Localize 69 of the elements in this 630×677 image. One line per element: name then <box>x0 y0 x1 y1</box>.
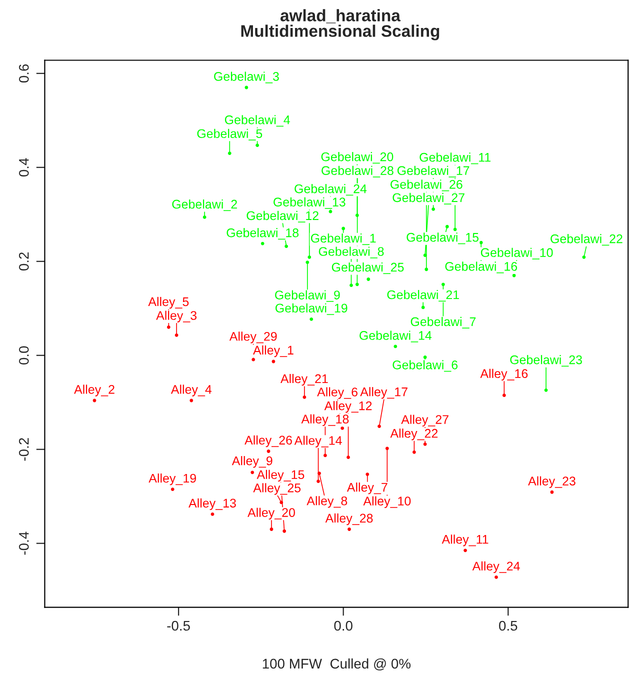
annotation: Gebelawi_16 <box>445 262 518 274</box>
chart-subtitle: Multidimensional Scaling <box>241 24 440 40</box>
annotation: Gebelawi_22 <box>550 234 622 246</box>
annotation: Gebelawi_23 <box>510 355 582 367</box>
annotation: Alley_8 <box>306 496 348 508</box>
annotation: Gebelawi_20 <box>321 152 394 164</box>
annotation: Gebelawi_24 <box>294 184 367 196</box>
annotation: Alley_22 <box>390 428 438 440</box>
annotation: Gebelawi_8 <box>318 246 384 258</box>
annotation: Gebelawi_12 <box>246 210 318 222</box>
annotation: Alley_27 <box>401 414 448 426</box>
annotation: Alley_11 <box>442 534 488 546</box>
annotation: Alley_13 <box>188 498 236 510</box>
y-tick-label: 0.2 <box>18 252 29 270</box>
annotation: Gebelawi_6 <box>392 360 458 372</box>
chart-title: awlad_haratina <box>280 9 401 24</box>
annotation: Alley_17 <box>360 387 408 399</box>
annotation: Alley_19 <box>148 473 196 486</box>
annotation: Alley_15 <box>256 470 304 482</box>
annotation: Gebelawi_15 <box>406 232 479 244</box>
annotation: Alley_9 <box>232 456 272 468</box>
annotation: Alley_24 <box>472 561 520 574</box>
annotation: Gebelawi_26 <box>390 180 462 192</box>
annotation: Alley_18 <box>301 414 349 426</box>
annotation: Alley_14 <box>294 436 342 448</box>
annotation: Alley_5 <box>148 296 189 309</box>
annotation: Alley_26 <box>244 435 292 448</box>
annotation: Alley_12 <box>324 401 372 413</box>
annotation: Gebelawi_14 <box>360 330 432 342</box>
annotation: Alley_7 <box>346 482 388 494</box>
y-tick-label: 0.6 <box>18 64 29 83</box>
annotation: Gebelawi_9 <box>275 290 340 302</box>
annotation: Alley_20 <box>248 508 295 520</box>
annotation: Gebelawi_21 <box>387 290 459 302</box>
annotation: Gebelawi_5 <box>197 128 262 140</box>
annotation: Alley_28 <box>325 513 373 526</box>
annotation: Gebelawi_18 <box>226 228 299 240</box>
annotation: Gebelawi_10 <box>480 248 553 260</box>
y-tick-label: -0.2 <box>18 438 29 461</box>
annotation: Gebelawi_3 <box>214 72 279 84</box>
annotation: Gebelawi_11 <box>420 152 490 164</box>
annotation: Alley_16 <box>480 368 528 380</box>
annotation: Alley_25 <box>253 483 301 495</box>
x-tick-label: -0.5 <box>167 620 190 631</box>
annotation: Alley_21 <box>280 374 328 386</box>
annotation: Alley_23 <box>528 476 576 488</box>
annotation: Gebelawi_7 <box>410 316 476 328</box>
annotation: Gebelawi_19 <box>276 303 348 315</box>
annotation: Alley_4 <box>170 384 212 396</box>
x-tick-label: 0.5 <box>499 620 518 631</box>
annotation: Alley_10 <box>363 496 411 508</box>
x-axis-title: 100 MFW Culled @ 0% <box>262 658 411 670</box>
annotation: Alley_29 <box>229 332 277 344</box>
annotation: Gebelawi_13 <box>274 197 346 209</box>
annotation: Gebelawi_17 <box>397 166 470 178</box>
x-tick-label: 0.0 <box>334 620 352 631</box>
annotation: Gebelawi_1 <box>310 233 376 246</box>
annotation: Gebelawi_28 <box>322 166 394 178</box>
annotation: Gebelawi_25 <box>332 262 404 274</box>
y-tick-label: 0.0 <box>18 346 29 364</box>
annotation: Alley_6 <box>317 387 358 399</box>
annotation: Alley_1 <box>252 345 294 358</box>
annotation: Gebelawi_4 <box>224 115 290 127</box>
annotation: Gebelawi_27 <box>392 192 464 204</box>
annotation: Alley_3 <box>156 310 197 322</box>
annotation: Gebelawi_2 <box>172 199 237 212</box>
y-tick-label: 0.4 <box>18 158 29 177</box>
y-tick-label: -0.4 <box>18 532 29 555</box>
annotation: Alley_2 <box>74 384 114 396</box>
